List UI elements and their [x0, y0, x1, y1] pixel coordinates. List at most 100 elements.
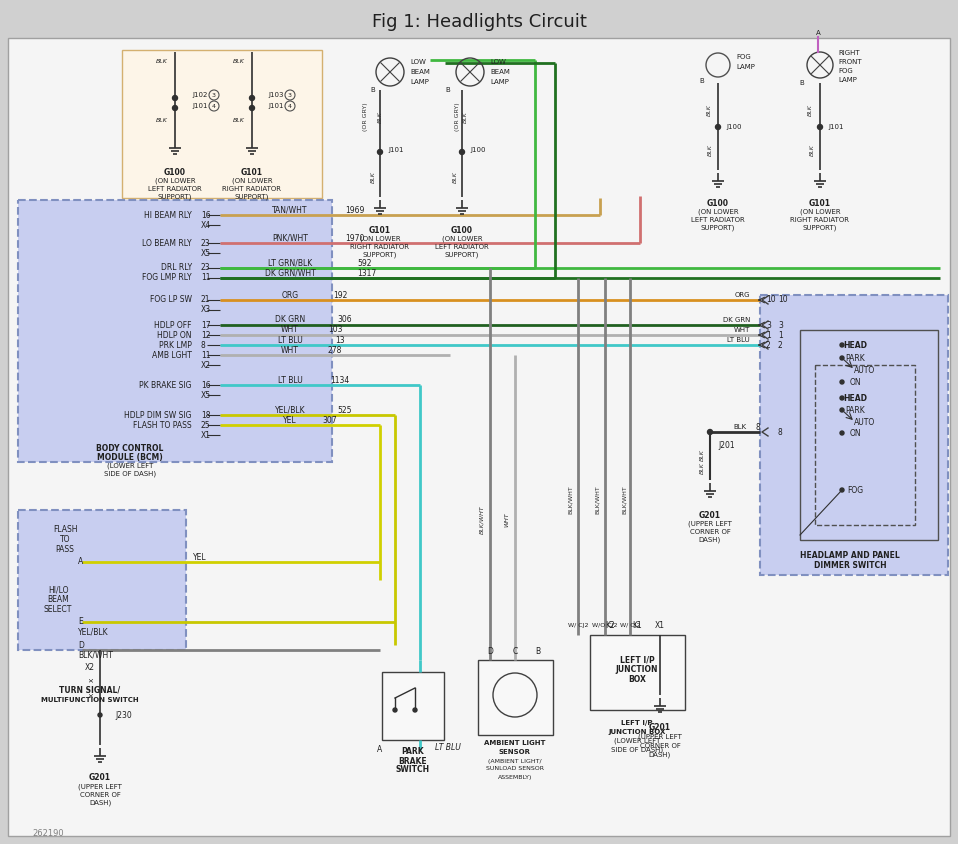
Text: HEAD: HEAD	[843, 393, 867, 403]
Text: HI/LO: HI/LO	[48, 586, 68, 594]
Text: LAMP: LAMP	[838, 77, 856, 83]
Circle shape	[172, 95, 177, 100]
Text: YEL: YEL	[284, 415, 297, 425]
Text: B: B	[536, 647, 540, 657]
Text: 3: 3	[212, 93, 216, 98]
Text: 11: 11	[201, 273, 211, 283]
Text: 3: 3	[288, 93, 292, 98]
Bar	[382, 672, 444, 740]
Text: G100: G100	[451, 225, 473, 235]
Text: LAMP: LAMP	[490, 79, 509, 85]
Text: LO BEAM RLY: LO BEAM RLY	[143, 239, 192, 247]
Text: LOW: LOW	[410, 59, 426, 65]
Circle shape	[460, 149, 465, 154]
Bar	[18, 200, 332, 462]
Text: FLASH TO PASS: FLASH TO PASS	[133, 420, 192, 430]
Text: (ON LOWER: (ON LOWER	[442, 235, 482, 242]
Text: JUNCTION BOX: JUNCTION BOX	[608, 729, 666, 735]
Text: BLK: BLK	[808, 104, 812, 116]
Text: AUTO: AUTO	[855, 365, 876, 375]
Bar	[760, 295, 948, 575]
Text: Fig 1: Headlights Circuit: Fig 1: Headlights Circuit	[372, 13, 586, 31]
Text: X1: X1	[201, 430, 211, 440]
Text: JUNCTION: JUNCTION	[616, 666, 658, 674]
Text: D: D	[487, 647, 493, 657]
Text: BLK: BLK	[233, 117, 245, 122]
Text: 1134: 1134	[331, 376, 350, 385]
Circle shape	[840, 343, 844, 347]
Circle shape	[413, 708, 417, 712]
Text: BLK: BLK	[708, 144, 713, 156]
Text: X: X	[89, 693, 95, 697]
Circle shape	[249, 106, 255, 111]
Text: J100: J100	[726, 124, 741, 130]
Text: 1317: 1317	[357, 268, 376, 278]
Text: 4: 4	[212, 104, 216, 109]
Text: W/ CJ2: W/ CJ2	[620, 623, 640, 627]
Circle shape	[840, 488, 844, 492]
Text: FOG: FOG	[838, 68, 853, 74]
Text: BLK/WHT: BLK/WHT	[480, 506, 485, 534]
Circle shape	[840, 380, 844, 384]
Text: 10: 10	[778, 295, 787, 305]
Text: HDLP DIM SW SIG: HDLP DIM SW SIG	[125, 410, 192, 419]
Text: 1970: 1970	[345, 234, 365, 242]
Text: G201: G201	[699, 511, 721, 520]
Text: TAN/WHT: TAN/WHT	[272, 205, 308, 214]
Bar	[18, 510, 186, 650]
Text: 1969: 1969	[345, 205, 365, 214]
Text: X2: X2	[85, 663, 95, 673]
Circle shape	[840, 431, 844, 435]
Text: J103: J103	[268, 92, 284, 98]
Text: J100: J100	[470, 147, 486, 153]
Text: BEAM: BEAM	[47, 596, 69, 604]
Text: SIDE OF DASH): SIDE OF DASH)	[103, 471, 156, 477]
Text: E: E	[78, 618, 82, 626]
Circle shape	[817, 125, 823, 129]
Text: BLK: BLK	[371, 171, 376, 183]
Text: BOX: BOX	[628, 675, 646, 684]
Text: ASSEMBLY): ASSEMBLY)	[498, 775, 533, 780]
Text: B: B	[370, 87, 375, 93]
Text: BEAM: BEAM	[490, 69, 510, 75]
Text: BLK: BLK	[377, 111, 382, 123]
Text: LOW: LOW	[490, 59, 506, 65]
Text: 21: 21	[201, 295, 211, 305]
Text: J201: J201	[718, 441, 735, 450]
Text: LAMP: LAMP	[410, 79, 429, 85]
Text: 3: 3	[766, 321, 771, 329]
Circle shape	[716, 125, 720, 129]
Circle shape	[172, 106, 177, 111]
Text: BRAKE: BRAKE	[399, 756, 427, 766]
Text: RIGHT RADIATOR: RIGHT RADIATOR	[790, 217, 850, 223]
Text: CORNER OF: CORNER OF	[80, 792, 121, 798]
Text: PARK: PARK	[845, 354, 865, 363]
Circle shape	[708, 430, 713, 435]
Text: (AMBIENT LIGHT/: (AMBIENT LIGHT/	[489, 759, 542, 764]
Text: SIDE OF DASH): SIDE OF DASH)	[611, 747, 663, 753]
Text: DASH): DASH)	[649, 752, 672, 758]
Text: BLK/WHT: BLK/WHT	[622, 485, 627, 514]
Text: HEADLAMP AND PANEL: HEADLAMP AND PANEL	[800, 550, 900, 560]
Text: X3: X3	[201, 306, 211, 315]
Text: B: B	[800, 80, 805, 86]
Text: (ON LOWER: (ON LOWER	[697, 208, 739, 215]
Bar	[478, 660, 553, 735]
Text: 192: 192	[332, 290, 347, 300]
Circle shape	[249, 95, 255, 100]
Text: FLASH: FLASH	[53, 526, 78, 534]
Text: PASS: PASS	[56, 545, 75, 555]
Circle shape	[393, 708, 397, 712]
Text: 4: 4	[288, 104, 292, 109]
Text: X1: X1	[655, 620, 665, 630]
Text: YEL: YEL	[194, 553, 207, 561]
Text: ORG: ORG	[282, 290, 299, 300]
Text: SUPPORT): SUPPORT)	[363, 252, 398, 258]
Text: HEAD: HEAD	[843, 340, 867, 349]
Text: BLK: BLK	[156, 117, 168, 122]
Text: WHT: WHT	[281, 326, 299, 334]
Text: J101: J101	[192, 103, 208, 109]
Text: SWITCH: SWITCH	[396, 766, 430, 775]
Text: 3: 3	[778, 321, 783, 329]
Text: SENSOR: SENSOR	[499, 749, 531, 755]
